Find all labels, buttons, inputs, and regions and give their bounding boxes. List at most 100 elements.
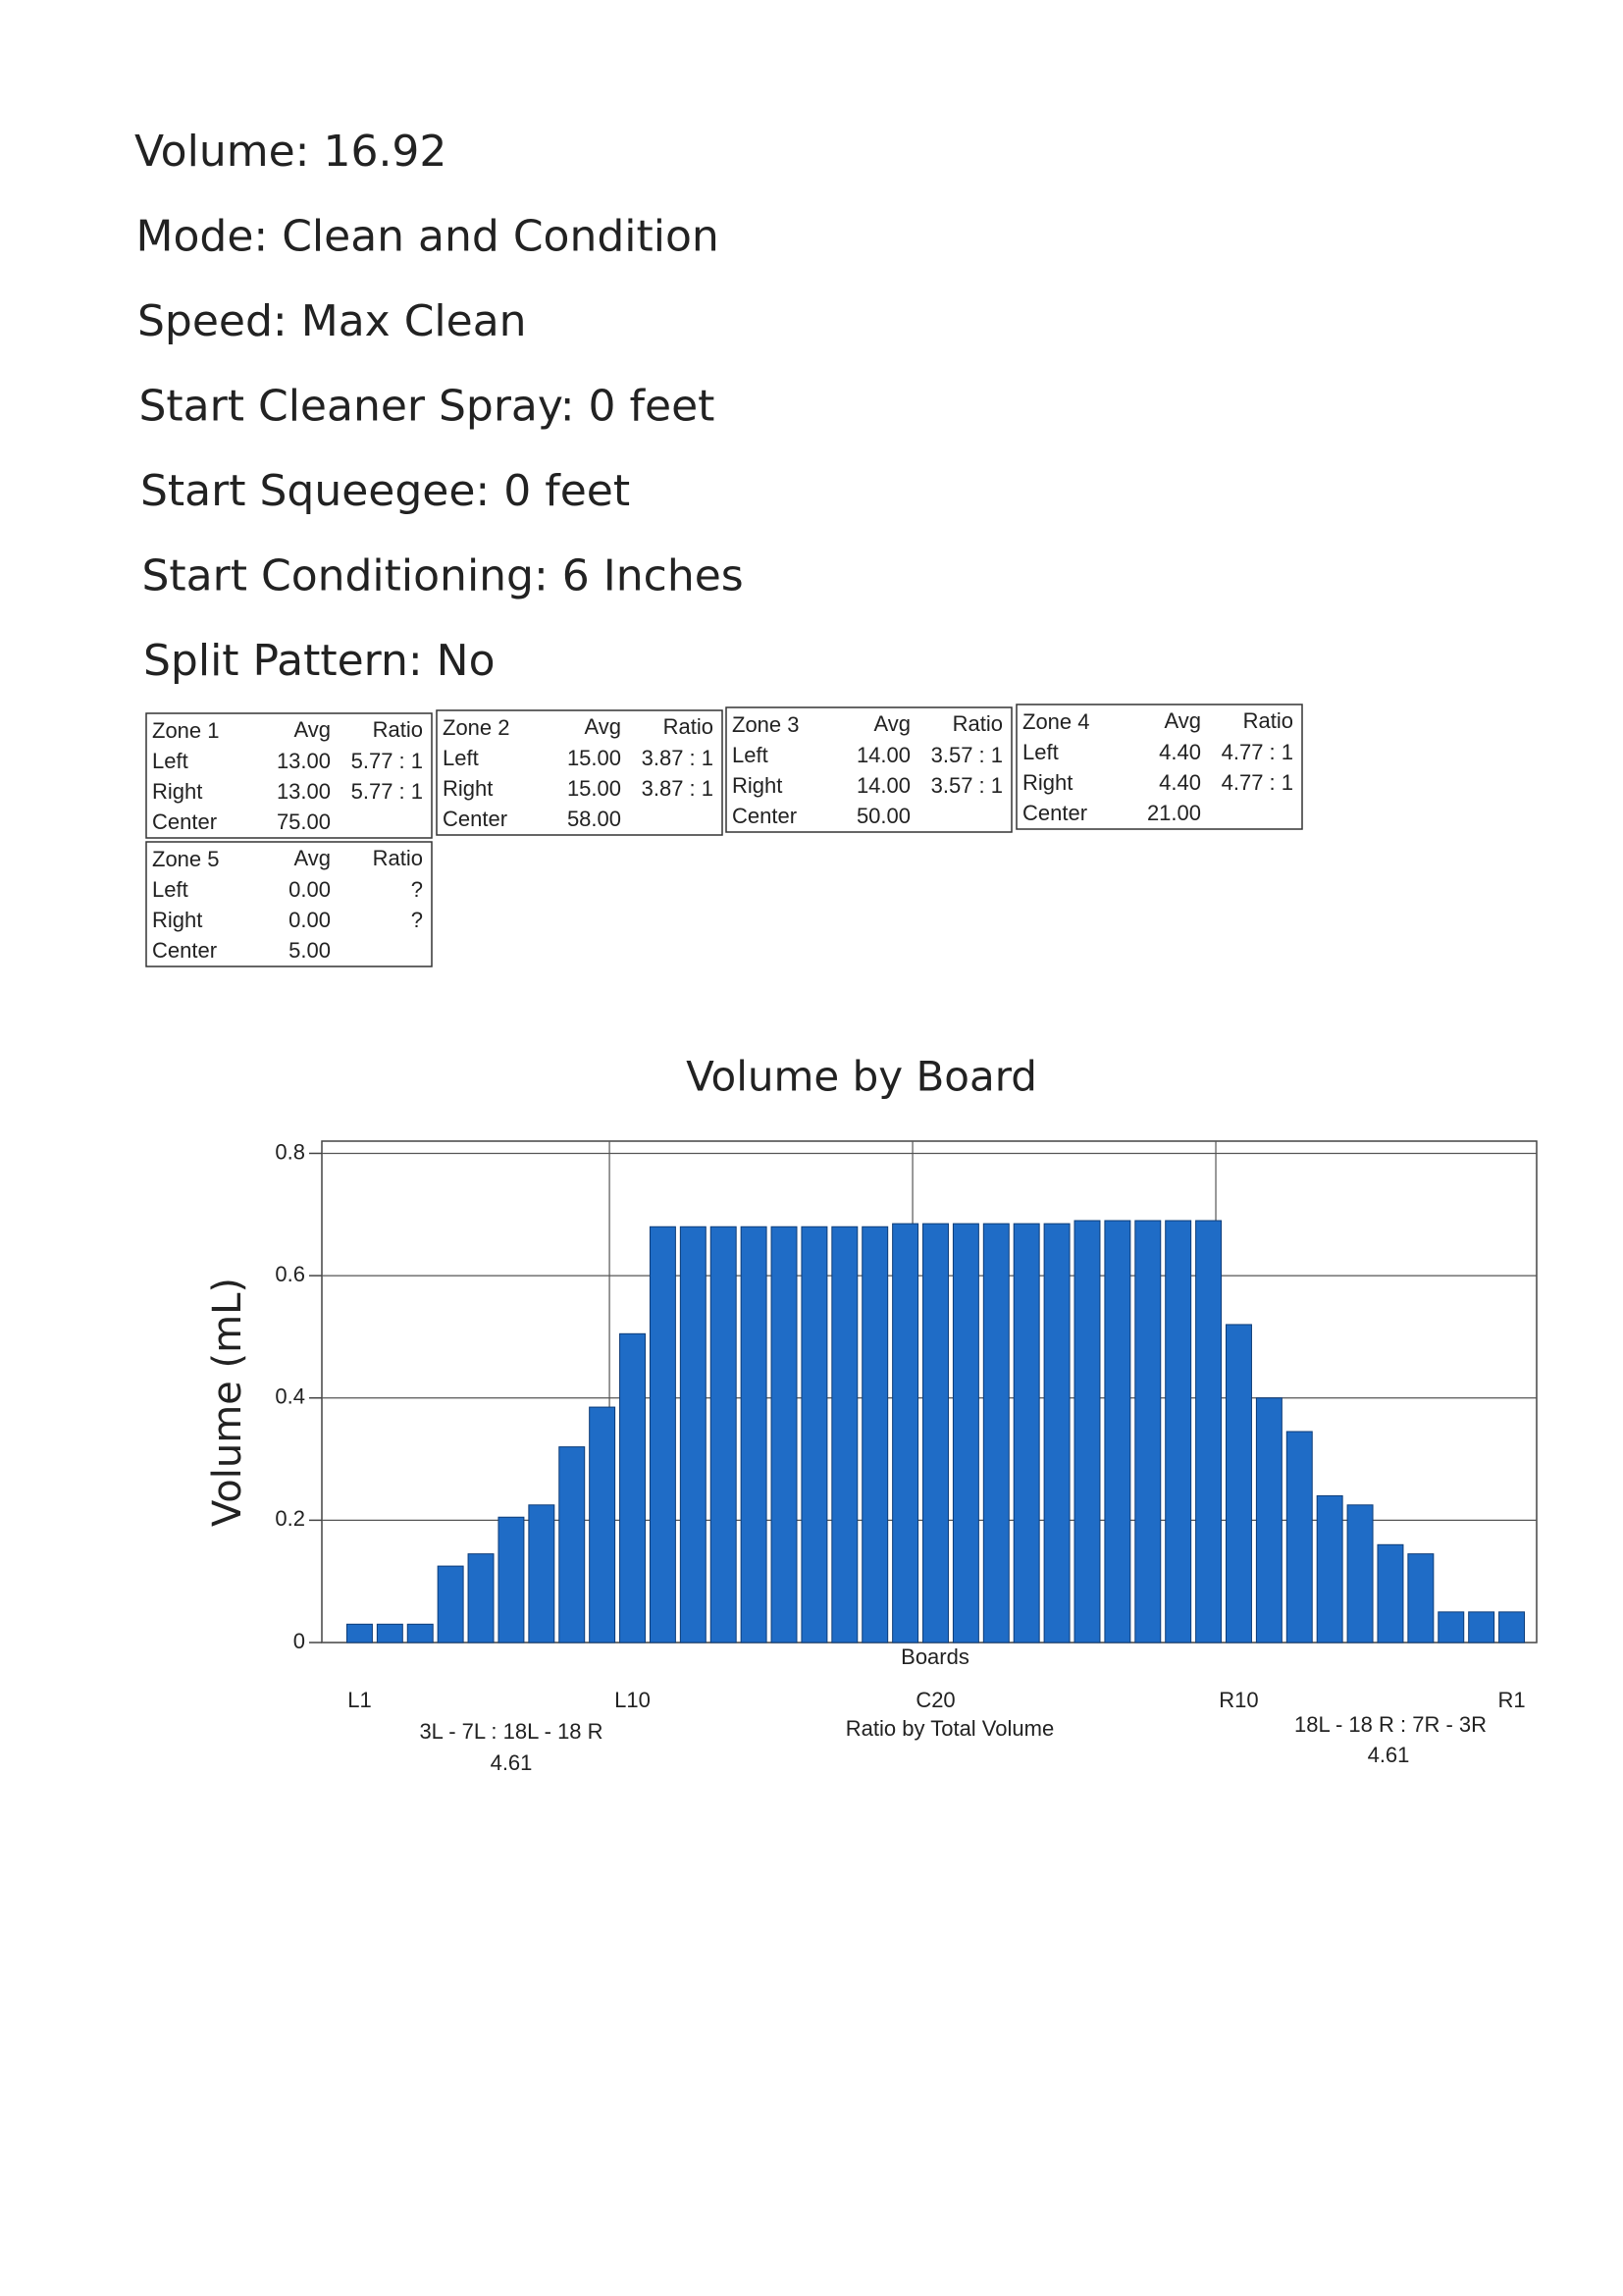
y-axis-label: Volume (mL) [205,1278,250,1527]
chart-title: Volume by Board [686,1053,1037,1101]
zone-cell: Right [152,908,202,932]
setting-line: Start Cleaner Spray: 0 feet [139,382,715,432]
bar [406,1623,434,1644]
zone-cell: 3.57 : 1 [931,773,1003,798]
zone-cell: 50.00 [857,804,911,828]
bar [558,1446,586,1644]
bar [982,1223,1010,1644]
zone-title: Zone 1 [152,718,220,743]
zone-title: Zone 2 [443,715,510,740]
x-tick-label: R1 [1497,1688,1525,1712]
bar [770,1226,798,1644]
zone-header: Ratio [663,714,713,739]
zone-cell: 3.57 : 1 [931,743,1003,767]
bar [376,1623,403,1644]
bar [740,1226,767,1644]
zone-cell: 4.77 : 1 [1222,770,1293,795]
zone-box [145,841,433,967]
zone-box [725,706,1013,833]
bar [679,1226,707,1644]
setting-line: Split Pattern: No [143,636,496,686]
zone-cell: 58.00 [567,807,621,831]
zone-header: Avg [293,717,331,742]
zone-cell: ? [411,908,423,932]
zone-cell: Left [152,749,188,773]
bar [1498,1611,1526,1644]
bar [952,1223,979,1644]
zone-cell: 13.00 [277,749,331,773]
setting-line: Speed: Max Clean [137,296,527,346]
zone-cell: Right [152,779,202,804]
y-tick-label: 0.6 [275,1262,305,1286]
zone-cell: 3.87 : 1 [642,776,713,801]
bar [801,1226,828,1644]
zone-cell: Left [152,877,188,902]
zone-cell: Left [443,746,479,770]
bar [1225,1324,1252,1644]
zone-cell: 14.00 [857,773,911,798]
setting-line: Start Squeegee: 0 feet [140,466,630,516]
bar [1134,1220,1162,1644]
zone-cell: 15.00 [567,776,621,801]
bar [1013,1223,1040,1644]
bar [1073,1220,1101,1644]
bar [1285,1431,1313,1644]
zone-cell: 5.00 [288,938,331,963]
zone-cell: Right [732,773,782,798]
bar [619,1332,647,1644]
x-tick-label: L1 [347,1688,371,1712]
x-axis-label: Boards [901,1644,969,1669]
bar [1255,1397,1283,1644]
zone-cell: 4.77 : 1 [1222,740,1293,764]
zone-cell: 0.00 [288,877,331,902]
bar [1346,1504,1374,1644]
zone-cell: Left [732,743,768,767]
bar [1043,1223,1071,1644]
zone-cell: 4.40 [1159,770,1201,795]
bar [1468,1611,1495,1644]
x-tick-label: C20 [916,1688,955,1712]
bar [497,1516,525,1644]
zone-cell: 5.77 : 1 [351,779,423,804]
bar [437,1565,464,1644]
annotation: 4.61 [1368,1743,1410,1767]
zone-cell: 14.00 [857,743,911,767]
zone-cell: 3.87 : 1 [642,746,713,770]
x-tick-label: L10 [614,1688,651,1712]
bar [467,1553,495,1644]
zone-header: Ratio [953,711,1003,736]
bar [1438,1611,1465,1644]
bar [1407,1553,1435,1644]
zone-title: Zone 5 [152,847,220,871]
zone-cell: Center [152,938,217,963]
bar [892,1223,919,1644]
setting-line: Volume: 16.92 [134,127,446,177]
zone-cell: 5.77 : 1 [351,749,423,773]
zone-cell: 15.00 [567,746,621,770]
zone-title: Zone 3 [732,712,800,737]
x-tick-label: R10 [1219,1688,1258,1712]
zone-header: Avg [1164,708,1201,733]
zone-cell: Right [443,776,493,801]
bar [649,1226,676,1644]
bar [862,1226,889,1644]
bar [709,1226,737,1644]
zone-cell: 21.00 [1147,801,1201,825]
bar [1165,1220,1192,1644]
zone-cell: Center [152,809,217,834]
setting-line: Mode: Clean and Condition [136,212,719,262]
y-tick-label: 0.4 [275,1384,305,1409]
y-tick-label: 0 [293,1629,305,1653]
bar [1316,1494,1343,1644]
zone-cell: 75.00 [277,809,331,834]
bar [1377,1543,1404,1644]
zone-box [1016,704,1303,830]
annotation: 18L - 18 R : 7R - 3R [1294,1712,1487,1737]
annotation: 4.61 [491,1750,533,1775]
zone-header: Ratio [373,717,423,742]
zone-cell: 13.00 [277,779,331,804]
zone-cell: Center [443,807,507,831]
